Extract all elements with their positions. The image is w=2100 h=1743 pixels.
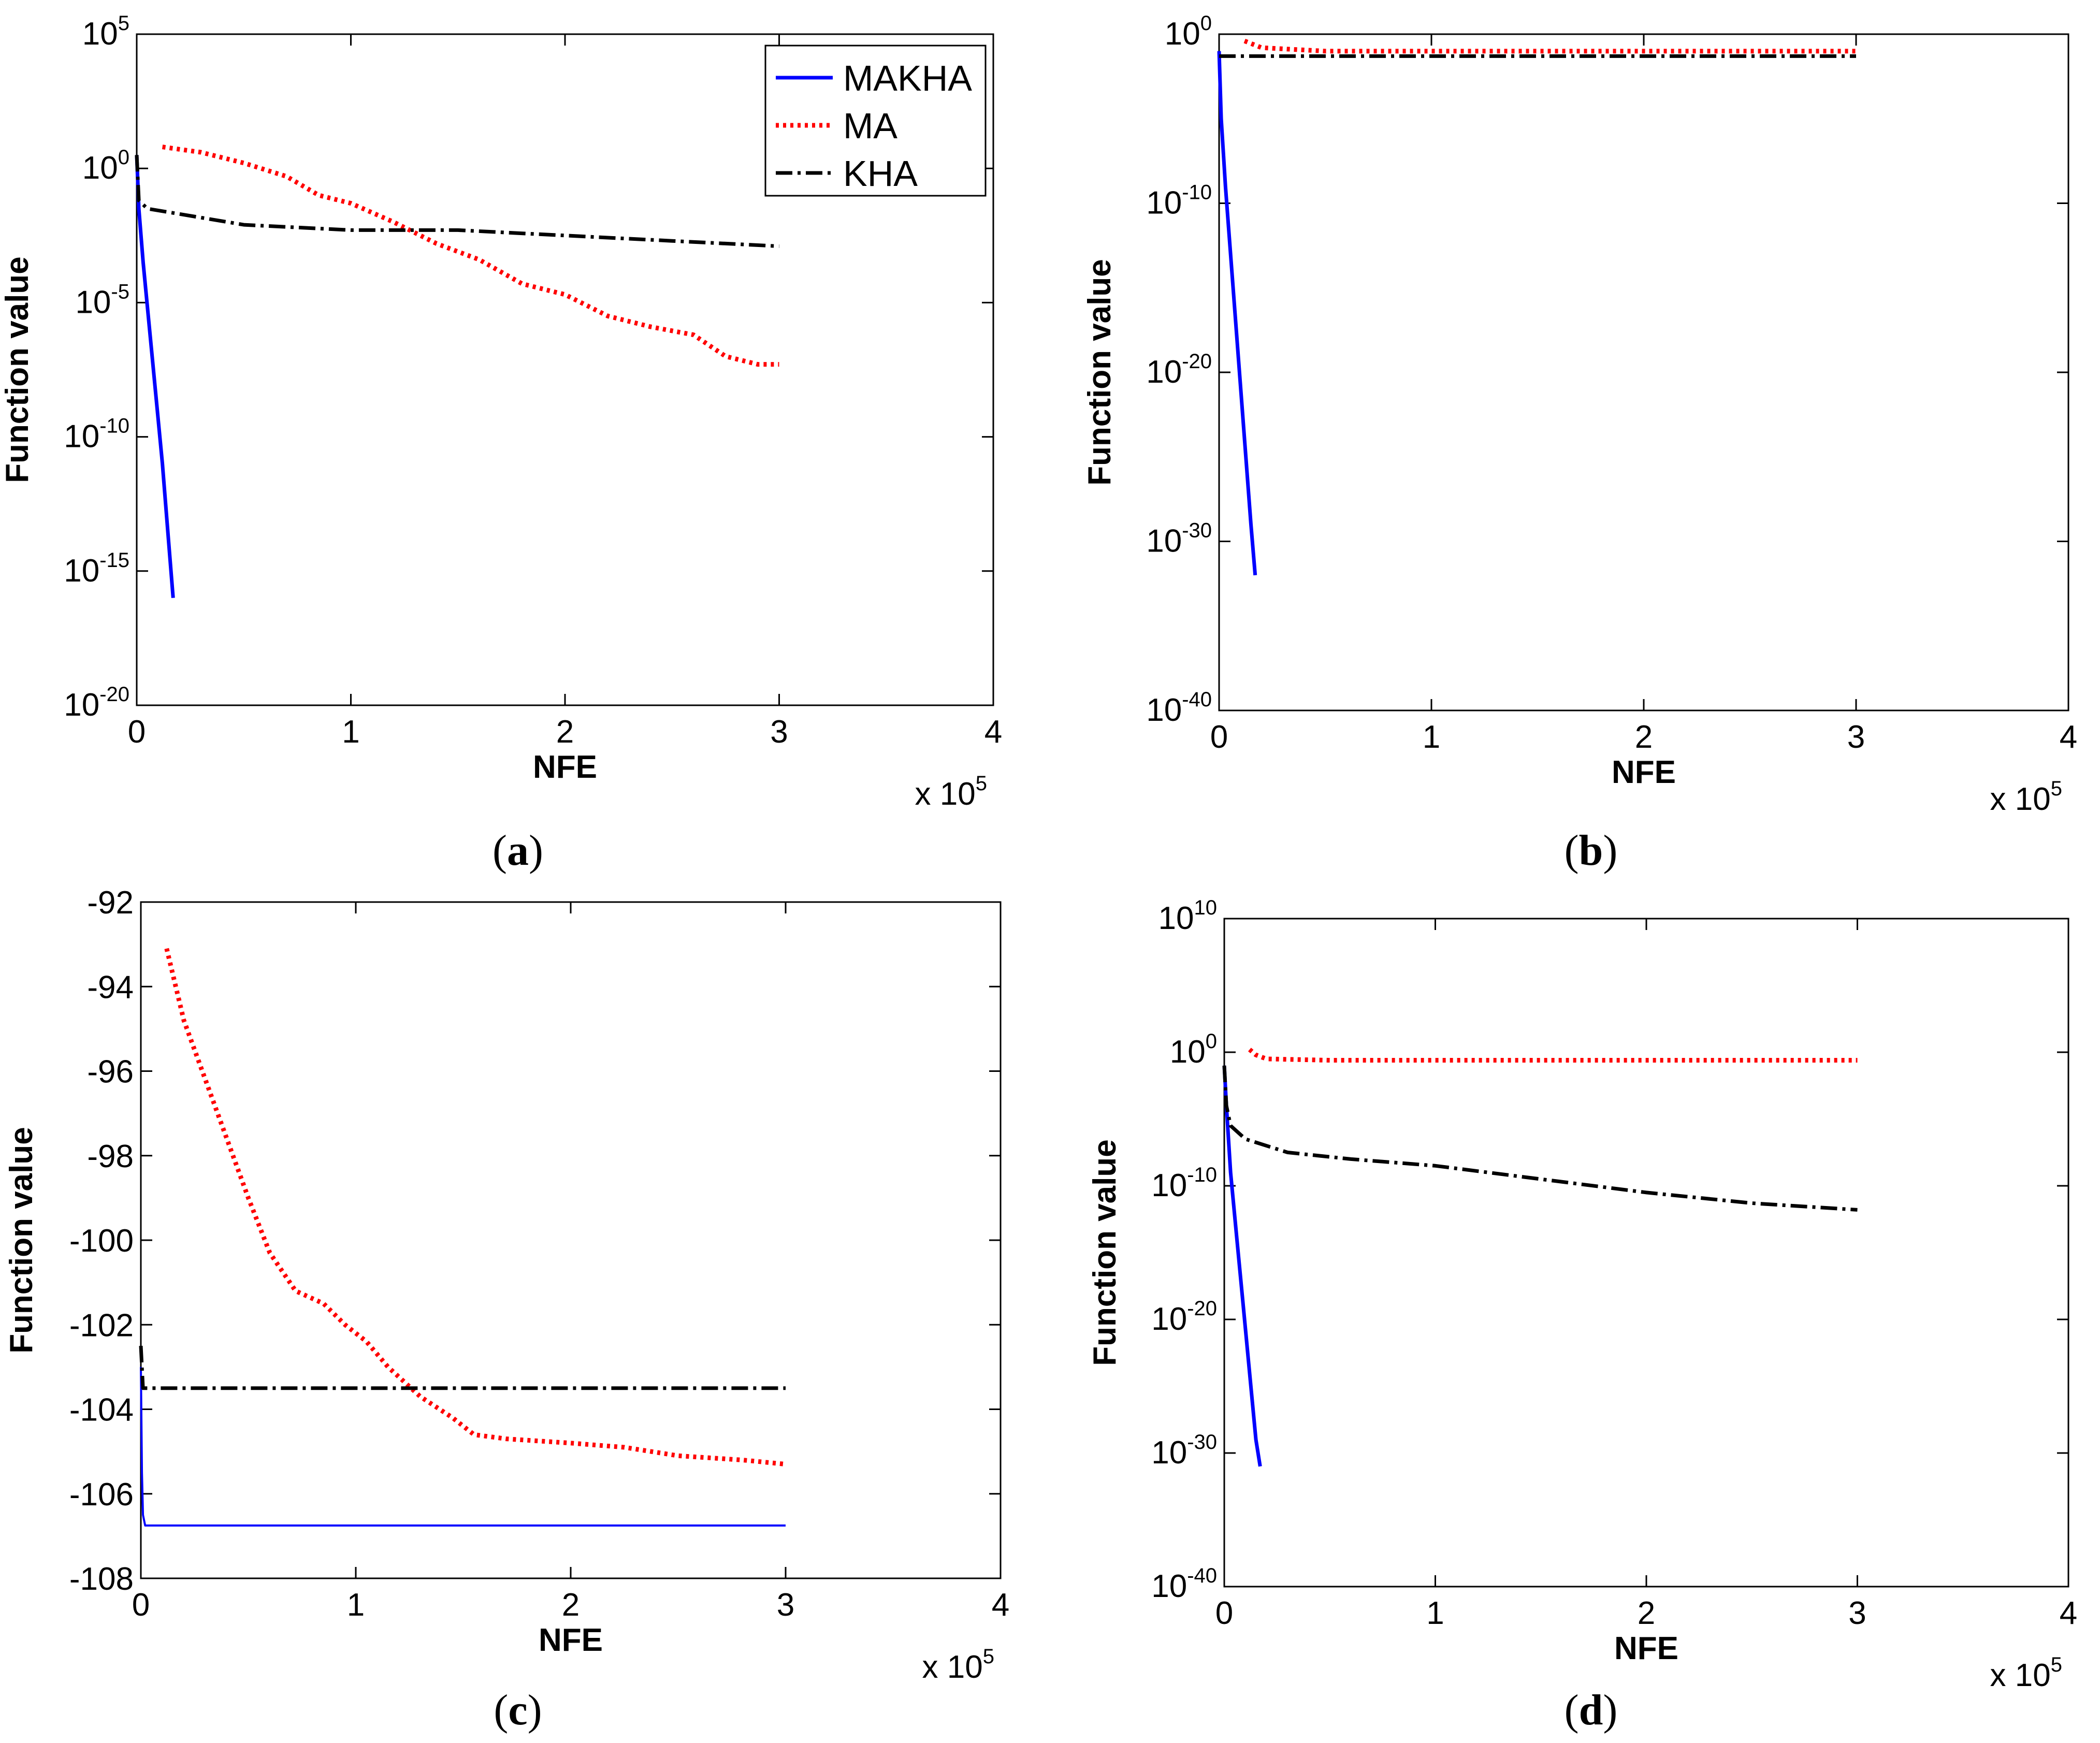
legend-label-kha: KHA <box>843 153 918 194</box>
x-tick-label: 0 <box>1215 1595 1233 1631</box>
y-axis-label: Function value <box>1082 259 1118 485</box>
chart-panel-a: 0 1 2 3 4 105 100 10-5 10-10 10-15 10-20 NFE Functio… <box>0 12 1002 812</box>
series-line-makha <box>1217 51 1257 576</box>
x-tick-label: 1 <box>347 1587 365 1623</box>
legend-label-makha: MAKHA <box>843 58 972 98</box>
x-axis-multiplier: x 105 <box>1990 1653 2062 1693</box>
x-tick-label: 3 <box>770 714 788 750</box>
figure-captions: (a) (b) (c) (d) <box>493 826 1617 1734</box>
series-line-ma <box>1243 38 1856 54</box>
y-tick-label: -106 <box>69 1477 134 1513</box>
y-tick-label: -102 <box>69 1308 134 1343</box>
x-tick-label: 3 <box>1848 1595 1866 1631</box>
x-tick-label: 4 <box>2060 719 2077 755</box>
y-tick-label: 10-30 <box>1151 1431 1217 1471</box>
x-tick-label: 4 <box>2060 1595 2077 1631</box>
y-tick-label: -94 <box>87 969 134 1005</box>
plot-frame <box>140 901 1002 1579</box>
plot-frame <box>1223 918 2069 1588</box>
x-axis-multiplier: x 105 <box>1990 777 2062 817</box>
y-axis-label: Function value <box>4 1127 39 1353</box>
y-tick-label: -100 <box>69 1223 134 1259</box>
y-axis-label: Function value <box>1087 1139 1123 1366</box>
y-axis-label: Function value <box>0 256 35 483</box>
panel-caption-a: (a) <box>493 826 543 875</box>
x-tick-label: 2 <box>556 714 574 750</box>
y-tick-label: 105 <box>82 12 129 52</box>
x-tick-label: 4 <box>992 1587 1009 1623</box>
y-tick-label: -108 <box>69 1561 134 1597</box>
panel-caption-d: (d) <box>1565 1686 1618 1734</box>
y-tick-label: 100 <box>1165 12 1212 52</box>
y-tick-label: 10-10 <box>64 415 129 455</box>
x-axis-label: NFE <box>539 1622 603 1658</box>
panel-caption-b: (b) <box>1565 826 1618 875</box>
x-tick-label: 2 <box>1638 1595 1655 1631</box>
x-axis-label: NFE <box>1612 754 1676 790</box>
series-line-kha <box>1222 1065 1858 1212</box>
x-tick-label: 3 <box>777 1587 794 1623</box>
y-tick-label: 10-40 <box>1146 688 1212 728</box>
y-tick-label: -104 <box>69 1392 134 1428</box>
legend-box <box>764 45 987 197</box>
panel-caption-c: (c) <box>494 1686 542 1734</box>
x-axis-label: NFE <box>1614 1631 1678 1666</box>
x-axis-multiplier: x 105 <box>922 1645 994 1685</box>
x-tick-label: 0 <box>128 714 146 750</box>
chart-panel-b: 0 1 2 3 4 100 10-10 10-20 10-30 10-40 NFE Function … <box>1082 12 2077 817</box>
chart-panel-c: 0 1 2 3 4 -92 -94 -96 -98 -100 -102 -104 -106 -108 NFE… <box>4 885 1009 1685</box>
x-tick-label: 1 <box>1423 719 1440 755</box>
x-tick-label: 1 <box>1426 1595 1444 1631</box>
x-axis-multiplier: x 105 <box>915 772 987 812</box>
x-tick-label: 2 <box>1635 719 1653 755</box>
y-tick-label: 10-10 <box>1151 1164 1217 1203</box>
x-tick-label: 3 <box>1847 719 1865 755</box>
series-line-ma <box>164 948 786 1467</box>
y-tick-label: 10-5 <box>75 280 129 320</box>
chart-panel-d: 0 1 2 3 4 1010 100 10-10 10-20 10-30 10-40 NFE Funct… <box>1087 896 2077 1693</box>
y-tick-label: 10-10 <box>1146 181 1212 221</box>
y-tick-label: 100 <box>1170 1030 1217 1070</box>
y-tick-label: 10-30 <box>1146 519 1212 559</box>
y-tick-label: -98 <box>87 1139 134 1174</box>
chart-panels: 0 1 2 3 410510010-510-1010-1510-20NFEFunctio… <box>0 12 2077 1693</box>
x-tick-label: 4 <box>984 714 1002 750</box>
plot-frame <box>1218 33 2069 711</box>
series-line-makha <box>135 155 175 598</box>
legend-label-ma: MA <box>843 106 897 146</box>
y-tick-label: 10-20 <box>1151 1297 1217 1337</box>
series-line-makha <box>1222 1065 1262 1467</box>
y-tick-label: 100 <box>82 146 129 186</box>
series-line-makha <box>140 1367 786 1527</box>
y-tick-label: 10-15 <box>64 549 129 589</box>
x-axis-label: NFE <box>533 749 597 785</box>
y-tick-label: 10-40 <box>1151 1564 1217 1604</box>
series-line-ma <box>1248 1048 1858 1063</box>
y-tick-label: 10-20 <box>1146 350 1212 390</box>
series-line-ma <box>162 144 779 367</box>
series-line-kha <box>139 1345 786 1390</box>
x-tick-label: 0 <box>132 1587 150 1623</box>
x-tick-label: 0 <box>1210 719 1228 755</box>
y-tick-label: -96 <box>87 1054 134 1090</box>
x-tick-label: 1 <box>342 714 359 750</box>
y-tick-label: -92 <box>87 885 134 921</box>
y-tick-label: 1010 <box>1158 896 1217 936</box>
y-tick-label: 10-20 <box>64 683 129 723</box>
x-tick-label: 2 <box>562 1587 580 1623</box>
